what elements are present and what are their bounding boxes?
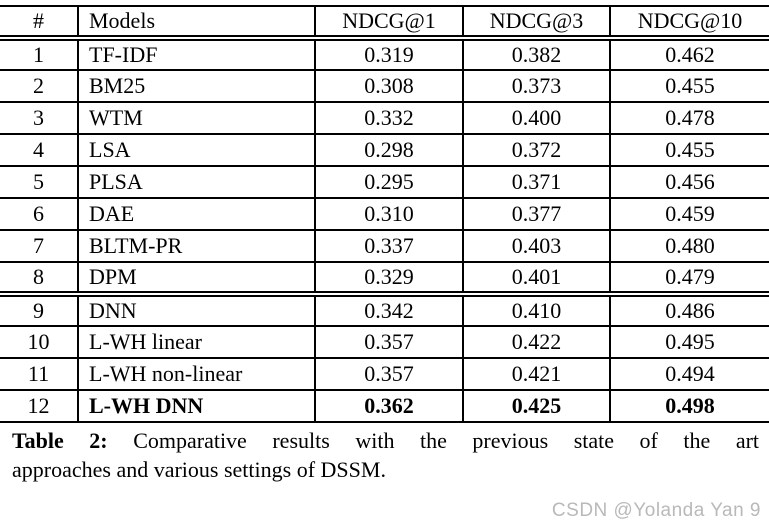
- table-row: 9 DNN 0.342 0.410 0.486: [0, 294, 769, 326]
- ndcg1-value-cell: 0.319: [315, 38, 464, 70]
- ndcg1-value-cell: 0.357: [315, 326, 464, 358]
- ndcg10-value-cell: 0.486: [665, 298, 715, 323]
- ndcg3-value-cell: 0.372: [463, 134, 611, 166]
- results-table: # Models NDCG@1 NDCG@3 NDCG@10 1 TF-IDF …: [0, 5, 769, 423]
- row-index-cell: 5: [0, 166, 79, 198]
- ndcg10-value-cell: 0.462: [665, 42, 715, 67]
- ndcg3-value-cell: 0.382: [463, 38, 611, 70]
- ndcg1-value-cell: 0.308: [315, 70, 464, 102]
- ndcg1-value-cell: 0.337: [315, 230, 464, 262]
- ndcg10-value-cell: 0.494: [665, 361, 715, 386]
- ndcg1-value-cell: 0.295: [315, 166, 464, 198]
- ndcg10-value-cell: 0.456: [665, 169, 715, 194]
- table-row: 1 TF-IDF 0.319 0.382 0.462: [0, 38, 769, 70]
- ndcg3-value-cell: 0.410: [463, 294, 611, 326]
- table-row: 2 BM25 0.308 0.373 0.455: [0, 70, 769, 102]
- csdn-watermark: CSDN @Yolanda Yan 9: [551, 500, 761, 521]
- table-caption: Table 2: Comparative results with the pr…: [0, 426, 769, 484]
- row-index-cell: 8: [0, 262, 79, 294]
- ndcg3-value-cell: 0.421: [463, 358, 611, 390]
- model-name-cell: DNN: [78, 294, 316, 326]
- table-row: 4 LSA 0.298 0.372 0.455: [0, 134, 769, 166]
- model-name-cell: L-WH non-linear: [78, 358, 316, 390]
- table-row: 10 L-WH linear 0.357 0.422 0.495: [0, 326, 769, 358]
- ndcg10-value-cell: 0.455: [665, 73, 715, 98]
- row-index-cell: 6: [0, 198, 79, 230]
- ndcg1-value-cell: 0.329: [315, 262, 464, 294]
- row-index-cell: 10: [0, 326, 79, 358]
- table-row: 6 DAE 0.310 0.377 0.459: [0, 198, 769, 230]
- model-name-cell: BLTM-PR: [78, 230, 316, 262]
- ndcg3-value-cell: 0.401: [463, 262, 611, 294]
- ndcg3-value-cell: 0.373: [463, 70, 611, 102]
- table-body: 1 TF-IDF 0.319 0.382 0.462 2 BM25 0.308 …: [0, 38, 769, 422]
- ndcg3-value-cell: 0.371: [463, 166, 611, 198]
- ndcg1-value-cell: 0.357: [315, 358, 464, 390]
- ndcg10-value-cell: 0.455: [665, 137, 715, 162]
- header-cell-ndcg1: NDCG@1: [315, 6, 464, 38]
- ndcg3-value-cell: 0.403: [463, 230, 611, 262]
- ndcg10-value-cell: 0.480: [665, 233, 715, 258]
- row-index-cell: 2: [0, 70, 79, 102]
- model-name-cell: TF-IDF: [78, 38, 316, 70]
- ndcg10-value-cell: 0.459: [665, 201, 715, 226]
- ndcg3-value-cell: 0.422: [463, 326, 611, 358]
- ndcg1-value-cell: 0.310: [315, 198, 464, 230]
- table-row: 11 L-WH non-linear 0.357 0.421 0.494: [0, 358, 769, 390]
- row-index-cell: 12: [0, 390, 79, 422]
- model-name-cell: WTM: [78, 102, 316, 134]
- row-index-cell: 11: [0, 358, 79, 390]
- header-cell-models: Models: [78, 6, 316, 38]
- table-header-row: # Models NDCG@1 NDCG@3 NDCG@10: [0, 6, 769, 38]
- ndcg1-value-cell: 0.298: [315, 134, 464, 166]
- ndcg3-value-cell: 0.400: [463, 102, 611, 134]
- ndcg3-value-cell: 0.377: [463, 198, 611, 230]
- ndcg1-value-cell: 0.342: [315, 294, 464, 326]
- model-name-cell: DPM: [78, 262, 316, 294]
- caption-line-2: approaches and various settings of DSSM.: [12, 457, 386, 482]
- ndcg1-value-cell: 0.362: [315, 390, 464, 422]
- table-row: 5 PLSA 0.295 0.371 0.456: [0, 166, 769, 198]
- row-index-cell: 3: [0, 102, 79, 134]
- model-name-cell: PLSA: [78, 166, 316, 198]
- caption-line-1: Table 2: Comparative results with the pr…: [12, 426, 759, 455]
- header-cell-index: #: [0, 6, 79, 38]
- ndcg10-value-cell: 0.479: [665, 264, 715, 289]
- ndcg10-value-cell: 0.498: [665, 393, 715, 418]
- model-name-cell: BM25: [78, 70, 316, 102]
- caption-text: Comparative results with the previous st…: [133, 428, 760, 453]
- model-name-cell: L-WH linear: [78, 326, 316, 358]
- row-index-cell: 4: [0, 134, 79, 166]
- model-name-cell: DAE: [78, 198, 316, 230]
- caption-label: Table 2:: [12, 428, 108, 453]
- ndcg3-value-cell: 0.425: [463, 390, 611, 422]
- table-row: 8 DPM 0.329 0.401 0.479: [0, 262, 769, 294]
- header-cell-ndcg10: NDCG@10: [637, 8, 743, 33]
- table-row: 7 BLTM-PR 0.337 0.403 0.480: [0, 230, 769, 262]
- table-row: 3 WTM 0.332 0.400 0.478: [0, 102, 769, 134]
- ndcg1-value-cell: 0.332: [315, 102, 464, 134]
- table-row: 12 L-WH DNN 0.362 0.425 0.498: [0, 390, 769, 422]
- header-cell-ndcg3: NDCG@3: [463, 6, 611, 38]
- ndcg10-value-cell: 0.495: [665, 329, 715, 354]
- row-index-cell: 9: [0, 294, 79, 326]
- ndcg10-value-cell: 0.478: [665, 105, 715, 130]
- model-name-cell: L-WH DNN: [78, 390, 316, 422]
- row-index-cell: 7: [0, 230, 79, 262]
- row-index-cell: 1: [0, 38, 79, 70]
- model-name-cell: LSA: [78, 134, 316, 166]
